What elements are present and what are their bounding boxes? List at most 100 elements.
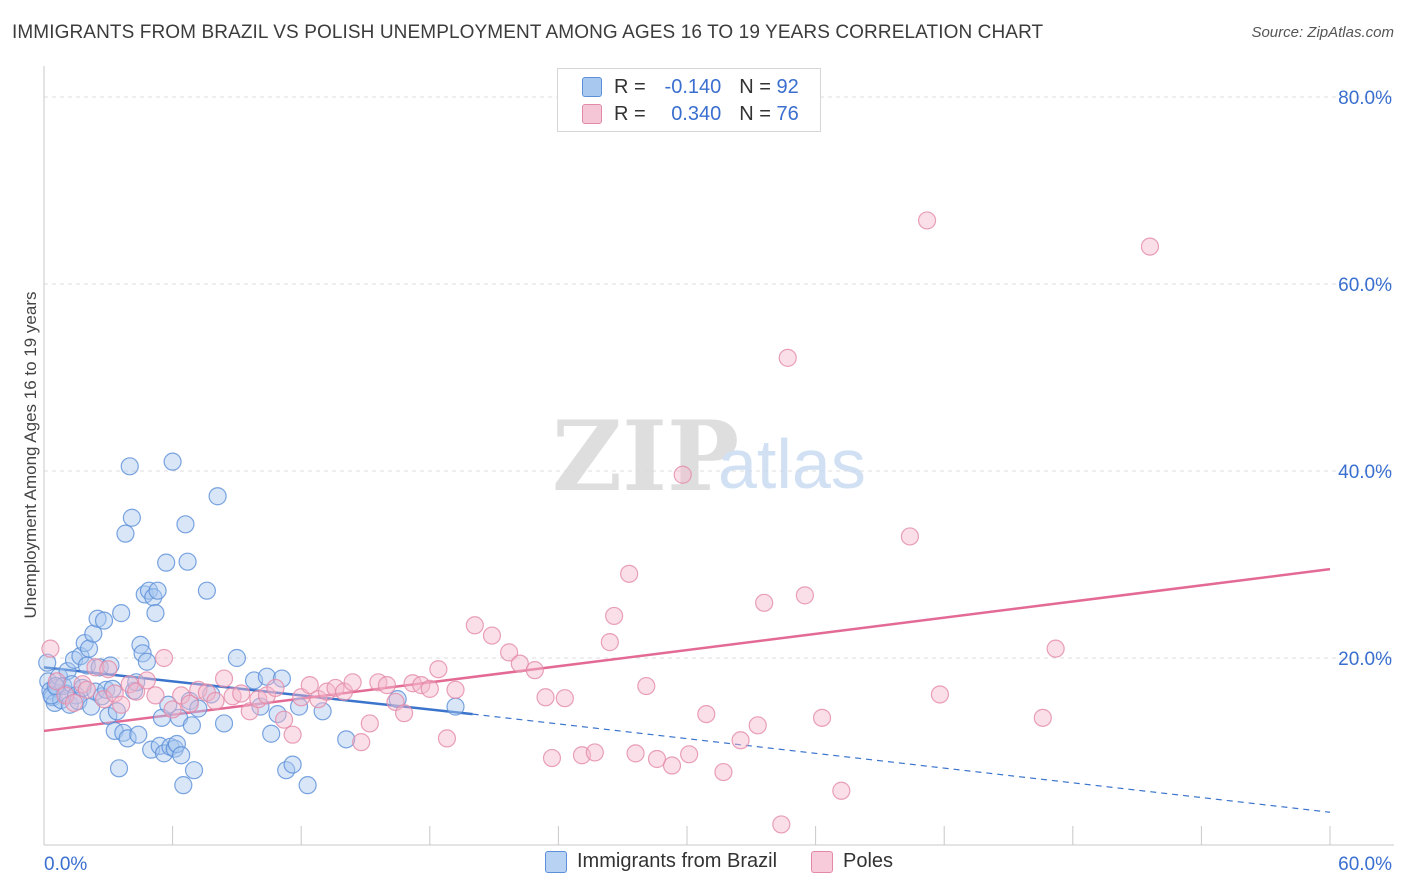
data-point-poles bbox=[214, 669, 234, 688]
data-point-brazil bbox=[133, 644, 152, 663]
data-point-poles bbox=[266, 678, 285, 698]
data-point-brazil bbox=[197, 581, 216, 600]
data-point-brazil bbox=[176, 515, 195, 534]
legend-r-label: R = bbox=[614, 102, 646, 125]
data-point-poles bbox=[146, 686, 165, 705]
data-point-poles bbox=[120, 675, 139, 694]
data-point-brazil bbox=[174, 776, 193, 795]
legend-n-label: N = bbox=[739, 102, 771, 125]
data-point-brazil bbox=[99, 706, 118, 726]
data-point-poles bbox=[585, 743, 604, 762]
data-point-brazil bbox=[120, 457, 139, 476]
data-point-poles bbox=[900, 527, 920, 546]
correlation-legend: R = -0.140 N = 92 R = 0.340 N = 76 bbox=[557, 68, 821, 132]
chart-source: Source: ZipAtlas.com bbox=[1251, 24, 1394, 41]
data-point-poles bbox=[465, 616, 484, 635]
data-point-brazil bbox=[137, 652, 156, 671]
trend-line-poles bbox=[43, 567, 1331, 733]
data-point-poles bbox=[77, 680, 96, 699]
data-point-brazil bbox=[165, 739, 184, 758]
data-point-poles bbox=[525, 661, 544, 680]
data-point-poles bbox=[300, 676, 319, 695]
data-point-poles bbox=[662, 756, 682, 775]
data-point-poles bbox=[105, 684, 124, 703]
data-point-poles bbox=[620, 564, 639, 583]
data-point-poles bbox=[542, 748, 562, 768]
data-point-poles bbox=[482, 626, 502, 645]
watermark-atlas: atlas bbox=[718, 425, 866, 503]
data-point-brazil bbox=[163, 452, 182, 471]
legend-swatch-blue bbox=[582, 77, 602, 97]
data-point-poles bbox=[637, 676, 656, 696]
axes bbox=[43, 66, 1394, 846]
y-tick-label: 60.0% bbox=[1338, 275, 1392, 296]
data-point-brazil bbox=[189, 699, 208, 718]
legend-swatch-pink bbox=[582, 104, 602, 124]
watermark: ZIP atlas bbox=[552, 400, 866, 513]
data-point-poles bbox=[437, 729, 457, 748]
data-point-poles bbox=[697, 704, 716, 724]
data-point-poles bbox=[536, 688, 555, 707]
data-point-poles bbox=[917, 211, 937, 230]
data-point-brazil bbox=[182, 716, 201, 735]
data-point-poles bbox=[274, 710, 294, 729]
data-point-poles bbox=[500, 643, 519, 662]
legend-label-poles: Poles bbox=[843, 850, 894, 872]
data-point-brazil bbox=[262, 724, 281, 743]
data-point-poles bbox=[352, 733, 371, 752]
data-point-brazil bbox=[118, 729, 137, 748]
data-point-poles bbox=[714, 762, 733, 782]
data-point-brazil bbox=[129, 725, 148, 744]
data-point-poles bbox=[394, 704, 414, 723]
data-point-poles bbox=[605, 606, 624, 626]
data-point-poles bbox=[41, 639, 60, 658]
data-point-poles bbox=[1046, 639, 1065, 658]
data-point-brazil bbox=[157, 553, 176, 572]
watermark-zip: ZIP bbox=[552, 400, 739, 513]
data-point-brazil bbox=[208, 487, 227, 506]
series-immigrants-from-brazil bbox=[38, 452, 465, 795]
data-point-poles bbox=[163, 700, 182, 719]
y-tick-label: 80.0% bbox=[1338, 88, 1392, 109]
data-point-poles bbox=[283, 725, 302, 744]
data-point-poles bbox=[510, 654, 529, 673]
data-point-poles bbox=[137, 671, 156, 690]
legend-swatch-pink bbox=[811, 850, 833, 873]
data-point-brazil bbox=[272, 669, 292, 688]
data-point-poles bbox=[795, 586, 814, 605]
data-point-poles bbox=[731, 731, 750, 750]
data-point-poles bbox=[47, 672, 66, 691]
data-point-poles bbox=[446, 680, 465, 699]
data-point-poles bbox=[812, 708, 832, 727]
data-point-brazil bbox=[146, 604, 165, 623]
x-tick-label: 0.0% bbox=[44, 854, 87, 875]
data-point-brazil bbox=[42, 686, 61, 705]
data-point-brazil bbox=[227, 648, 246, 668]
data-point-poles bbox=[429, 660, 448, 679]
data-point-brazil bbox=[122, 508, 141, 527]
tick-labels: 20.0% 40.0% 60.0% 80.0% 0.0% 60.0% bbox=[44, 88, 1392, 875]
data-point-poles bbox=[154, 648, 174, 668]
data-point-poles bbox=[778, 348, 797, 367]
data-point-poles bbox=[1033, 708, 1052, 727]
data-point-brazil bbox=[84, 624, 103, 643]
data-point-brazil bbox=[172, 746, 191, 765]
data-point-poles bbox=[343, 673, 362, 692]
data-point-brazil bbox=[167, 734, 186, 754]
data-point-brazil bbox=[94, 611, 114, 630]
data-point-poles bbox=[600, 633, 619, 652]
data-point-brazil bbox=[298, 776, 317, 795]
legend-n-value: 76 bbox=[776, 102, 799, 125]
data-point-poles bbox=[206, 691, 225, 711]
data-point-brazil bbox=[184, 761, 204, 780]
legend-item-brazil[interactable]: Immigrants from Brazil bbox=[545, 850, 777, 873]
legend-item-poles[interactable]: Poles bbox=[811, 850, 893, 873]
legend-n-label: N = bbox=[739, 75, 771, 98]
data-point-brazil bbox=[38, 653, 57, 672]
trend-line-brazil-extension bbox=[472, 713, 1331, 813]
legend-row-brazil: R = -0.140 N = 92 bbox=[582, 74, 799, 100]
data-point-poles bbox=[748, 716, 767, 735]
legend-r-label: R = bbox=[614, 75, 646, 98]
data-point-brazil bbox=[116, 524, 135, 543]
